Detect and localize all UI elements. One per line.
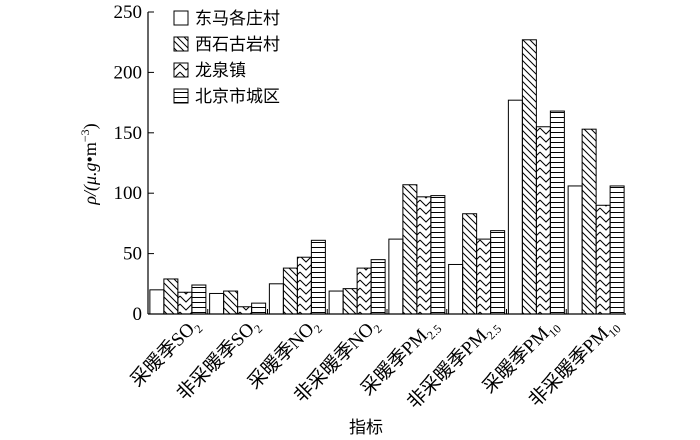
bar [490, 230, 506, 315]
bar [402, 184, 418, 315]
bar [581, 128, 597, 315]
bar [567, 185, 583, 315]
bar [521, 39, 537, 315]
legend-swatch [173, 62, 189, 78]
y-axis-ticks: 0 50 100 150 200 250 [114, 2, 154, 325]
bar [310, 239, 326, 315]
bar [549, 110, 565, 315]
bar [507, 99, 523, 315]
bar [388, 238, 404, 315]
y-tick-label: 50 [123, 244, 142, 265]
bar [535, 126, 551, 315]
bar [268, 283, 284, 315]
bar [342, 288, 358, 315]
y-tick-label: 0 [133, 304, 143, 325]
bar [416, 196, 432, 315]
legend-label: 北京市城区 [195, 87, 280, 107]
bar [296, 256, 312, 315]
legend-swatch [173, 36, 189, 52]
x-axis-title: 指标 [349, 418, 383, 438]
bar [430, 195, 446, 315]
bar [595, 204, 611, 315]
bar [209, 292, 225, 315]
legend-swatch [173, 10, 189, 26]
y-tick-label: 250 [114, 2, 143, 23]
bar [251, 302, 267, 315]
legend-label: 龙泉镇 [195, 61, 246, 81]
bar [282, 267, 298, 315]
bar [191, 284, 207, 315]
bar [149, 289, 165, 315]
legend-label: 西石古岩村 [195, 35, 280, 55]
y-tick-label: 200 [114, 62, 143, 83]
bar [223, 290, 239, 315]
x-axis-ticks: 采暖季SO2非采暖季SO2采暖季NO2非采暖季NO2采暖季PM2.5非采暖季PM… [126, 309, 624, 413]
bar [237, 306, 253, 315]
svg-text:ρ/(μ.g•m−3): ρ/(μ.g•m−3) [78, 123, 101, 205]
bar [476, 238, 492, 315]
bar [609, 185, 625, 315]
y-tick-label: 150 [114, 123, 143, 144]
bar-group [149, 39, 625, 315]
bar [448, 263, 464, 315]
y-tick-label: 100 [114, 183, 143, 204]
bar [356, 267, 372, 315]
legend-label: 东马各庄村 [195, 9, 280, 29]
legend-swatch [173, 88, 189, 104]
bar [462, 213, 478, 315]
bar [177, 291, 193, 315]
bar [370, 259, 386, 315]
bar [328, 290, 344, 315]
bar [163, 278, 179, 315]
axes [147, 12, 626, 315]
y-axis-label: ρ/(μ.g•m−3) [78, 123, 101, 205]
